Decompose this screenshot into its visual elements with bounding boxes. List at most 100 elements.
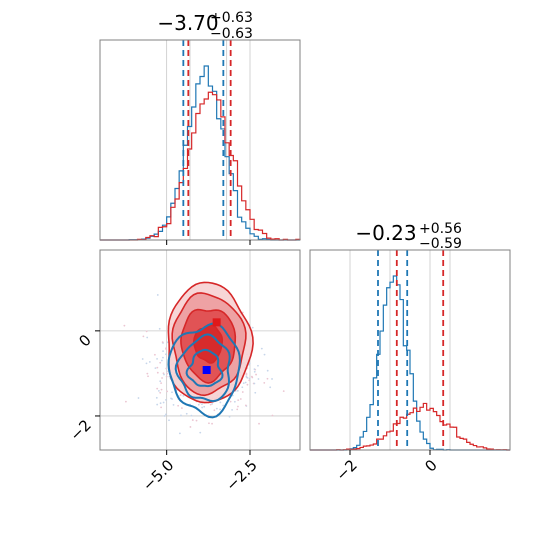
scatter-point	[156, 403, 159, 406]
scatter-point	[153, 353, 156, 356]
tick-labels: −5.0 −2.5 −2 0 0 −2	[66, 331, 440, 495]
scatter-point	[161, 341, 164, 344]
scatter-point	[266, 369, 269, 372]
scatter-point	[171, 391, 173, 394]
scatter-point	[242, 382, 245, 385]
scatter-point	[160, 359, 163, 362]
joint-ytick-label: −2	[66, 416, 94, 444]
param1-plus: +0.63	[210, 10, 253, 26]
scatter-point	[156, 366, 159, 369]
param1-median: −3.70	[157, 11, 218, 35]
scatter-point	[137, 397, 140, 399]
scatter-point	[231, 408, 233, 411]
param2-title: −0.23	[355, 221, 416, 245]
scatter-point	[191, 419, 194, 421]
scatter-point	[161, 377, 163, 379]
scatter-point	[248, 377, 251, 380]
scatter-point	[248, 379, 251, 382]
scatter-point	[239, 398, 242, 400]
scatter-point	[159, 402, 162, 405]
joint-contour-panel	[95, 249, 301, 455]
joint-frame	[99, 249, 301, 451]
scatter-point	[146, 336, 149, 339]
scatter-point	[162, 356, 164, 359]
scatter-point	[246, 376, 249, 379]
param2-plus: +0.56	[419, 221, 462, 237]
scatter-point	[251, 326, 254, 329]
scatter-point	[263, 353, 266, 356]
param1-red-histogram	[100, 91, 301, 241]
scatter-point	[253, 370, 256, 373]
scatter-point	[160, 388, 163, 391]
scatter-point	[263, 381, 266, 384]
scatter-point	[271, 378, 273, 380]
joint-ytick-label: 0	[75, 331, 94, 350]
scatter-point	[181, 407, 183, 409]
scatter-point	[155, 396, 158, 399]
scatter-point	[197, 403, 200, 406]
scatter-point	[179, 394, 182, 396]
scatter-point	[165, 413, 167, 416]
scatter-point	[208, 422, 210, 425]
scatter-point	[189, 426, 192, 428]
scatter-point	[201, 403, 203, 406]
scatter-point	[282, 390, 285, 392]
scatter-point	[241, 386, 244, 389]
scatter-point	[162, 350, 164, 353]
scatter-point	[241, 391, 244, 393]
scatter-point	[165, 375, 168, 378]
scatter-point	[236, 408, 239, 411]
scatter-point	[222, 404, 225, 407]
param1-frame	[99, 39, 301, 241]
scatter-point	[203, 405, 206, 408]
scatter-point	[199, 431, 202, 434]
scatter-point	[160, 382, 163, 385]
scatter-point	[163, 415, 166, 417]
scatter-point	[201, 406, 204, 409]
scatter-point	[141, 358, 144, 360]
scatter-point	[213, 409, 216, 412]
param1-minus: −0.63	[210, 26, 253, 42]
scatter-point	[266, 377, 269, 380]
scatter-point	[245, 372, 248, 375]
scatter-point	[165, 398, 167, 401]
scatter-point	[166, 372, 168, 375]
param2-tick-label: 0	[421, 456, 440, 475]
scatter-point	[145, 330, 148, 333]
scatter-point	[158, 327, 161, 330]
scatter-point	[271, 414, 274, 417]
scatter-point	[165, 367, 168, 370]
param1-tick-label: −2.5	[222, 456, 260, 494]
scatter-point	[236, 389, 239, 392]
scatter-point	[237, 405, 239, 408]
scatter-point	[142, 335, 145, 338]
scatter-point	[171, 398, 173, 400]
scatter-point	[254, 391, 257, 394]
scatter-point	[125, 400, 127, 403]
param2-frame	[309, 249, 511, 451]
param2-median: −0.23	[355, 221, 416, 245]
scatter-point	[215, 407, 218, 410]
param2-minus: −0.59	[419, 236, 462, 252]
scatter-point	[162, 401, 165, 404]
scatter-point	[168, 419, 170, 422]
scatter-point	[180, 414, 182, 417]
param1-tick-label: −5.0	[139, 456, 177, 494]
blue-contour	[167, 322, 241, 419]
scatter-point	[190, 414, 193, 417]
scatter-point	[159, 380, 162, 383]
scatter-point	[253, 382, 256, 385]
scatter-point	[255, 373, 257, 376]
scatter-point	[248, 362, 251, 365]
scatter-point	[154, 367, 157, 369]
scatter-point	[166, 390, 169, 393]
scatter-point	[269, 386, 272, 389]
param1-title: −3.70	[157, 11, 218, 35]
blue-contour	[185, 348, 224, 388]
scatter-point	[159, 391, 162, 394]
scatter-point	[148, 361, 151, 363]
scatter-point	[157, 389, 160, 392]
scatter-point	[257, 378, 260, 380]
scatter-point	[253, 368, 256, 370]
param1-histogram-panel: −3.70 +0.63 −0.63	[99, 10, 301, 245]
